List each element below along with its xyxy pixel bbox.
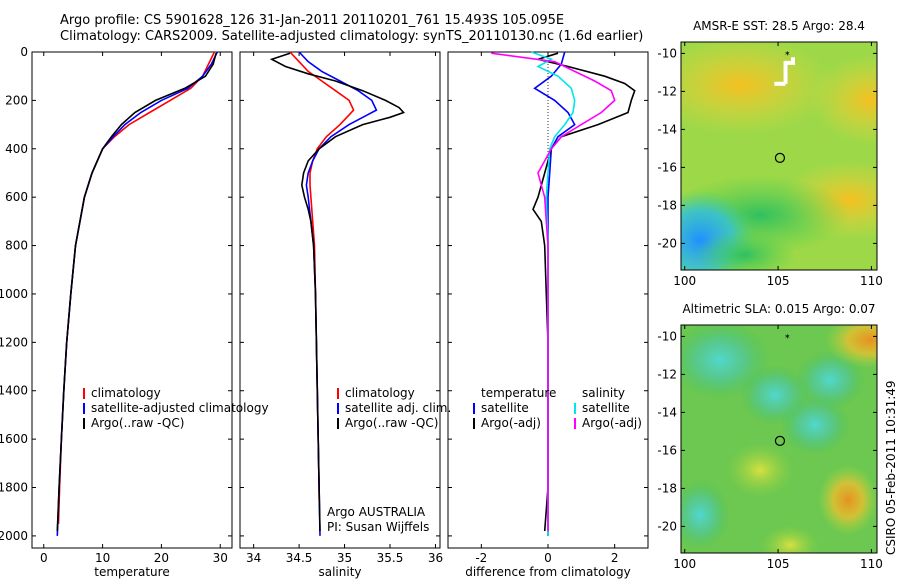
salinity-panel: 34 34.5 35 35.5 36 salinity climatologysatelli… — [239, 51, 451, 579]
y-tick-label: -10 — [657, 46, 677, 60]
series-line — [57, 51, 216, 524]
y-tick-label: 800 — [5, 239, 28, 253]
legend-label: Argo(..raw -QC) — [345, 416, 438, 430]
x-tick-label: 2 — [611, 551, 619, 565]
x-tick-label: 105 — [767, 274, 790, 288]
x-axis-label: temperature — [94, 565, 169, 579]
series-line — [269, 52, 406, 532]
legend-label: climatology — [91, 386, 161, 400]
x-tick-label: 35 — [337, 551, 352, 565]
x-tick-label: 34.5 — [286, 551, 313, 565]
x-tick-label: 105 — [767, 557, 790, 571]
x-tick-label: 100 — [673, 274, 696, 288]
y-tick-label: 1200 — [0, 335, 28, 349]
map-frame — [680, 324, 878, 554]
legend-heading: salinity — [582, 386, 625, 400]
x-tick-label: 20 — [154, 551, 169, 565]
legend-label: Argo(-adj) — [481, 416, 541, 430]
temperature-panel: 0 10 20 30 0 200 400 600 800 1000 1200 1400 1600 1800… — [0, 45, 269, 579]
y-tick-label: 0 — [20, 45, 28, 59]
x-tick-label: 34 — [246, 551, 261, 565]
y-tick-label: -18 — [657, 481, 677, 495]
x-tick-label: 30 — [213, 551, 228, 565]
map-frame — [680, 41, 878, 271]
series-line — [533, 51, 576, 536]
x-tick-label: 0 — [40, 551, 48, 565]
legend-label: satellite — [582, 401, 630, 415]
y-tick-label: 1400 — [0, 384, 28, 398]
series-line — [56, 52, 217, 532]
figure-title-line2: Climatology: CARS2009. Satellite-adjuste… — [60, 29, 644, 44]
series-line — [289, 51, 355, 500]
y-tick-label: -14 — [657, 122, 677, 136]
sst-map-panel: AMSR-E SST: 28.5 Argo: 28.4 100 105 110 -10 -… — [657, 19, 882, 288]
credit-side: CSIRO 05-Feb-2011 10:31:49 — [884, 380, 898, 555]
map-title: Altimetric SLA: 0.015 Argo: 0.07 — [682, 302, 875, 316]
y-tick-label: -14 — [657, 405, 677, 419]
y-tick-label: 1800 — [0, 481, 28, 495]
figure-title-line1: Argo profile: CS 5901628_126 31-Jan-2011… — [60, 13, 565, 28]
series-line — [491, 52, 616, 532]
x-tick-label: 0 — [544, 551, 552, 565]
y-tick-label: 1000 — [0, 287, 28, 301]
x-tick-label: 36 — [428, 551, 443, 565]
profile-location-marker — [774, 152, 786, 163]
y-tick-label: -16 — [657, 443, 677, 457]
legend-label: climatology — [345, 386, 415, 400]
sla-map-field — [681, 325, 877, 553]
x-tick-label: 35.5 — [377, 551, 404, 565]
y-tick-label: -12 — [657, 84, 677, 98]
x-tick-label: 100 — [673, 557, 696, 571]
series-line — [531, 51, 576, 536]
y-tick-label: 2000 — [0, 529, 28, 543]
y-tick-label: 200 — [5, 93, 28, 107]
legend-heading: temperature — [481, 386, 556, 400]
plot-frame — [239, 51, 441, 549]
y-tick-label: -12 — [657, 367, 677, 381]
legend-label: satellite adj. clim. — [345, 401, 451, 415]
y-tick-label: 600 — [5, 190, 28, 204]
x-axis-label: difference from climatology — [465, 565, 631, 579]
credit-line2: PI: Susan Wijffels — [327, 520, 429, 534]
plot-frame — [31, 51, 233, 549]
sst-map-field — [681, 42, 877, 270]
series-line — [56, 51, 219, 536]
x-tick-label: -2 — [475, 551, 487, 565]
y-tick-label: -20 — [657, 519, 677, 533]
x-tick-label: 110 — [860, 557, 883, 571]
y-tick-label: 400 — [5, 142, 28, 156]
legend-label: satellite-adjusted climatology — [91, 401, 269, 415]
credit-line1: Argo AUSTRALIA — [327, 505, 426, 519]
float-track — [783, 57, 795, 84]
x-axis-label: salinity — [318, 565, 361, 579]
x-tick-label: 10 — [95, 551, 110, 565]
profile-location-marker — [774, 435, 786, 446]
legend-label: Argo(-adj) — [582, 416, 642, 430]
track-start-marker: ∗ — [784, 49, 790, 57]
x-tick-label: 110 — [860, 274, 883, 288]
y-tick-label: -10 — [657, 329, 677, 343]
y-tick-label: -16 — [657, 160, 677, 174]
sla-map-panel: Altimetric SLA: 0.015 Argo: 0.07 100 105 11… — [657, 302, 882, 571]
legend-label: Argo(..raw -QC) — [91, 416, 184, 430]
y-tick-label: -20 — [657, 236, 677, 250]
y-tick-label: 1600 — [0, 432, 28, 446]
map-title: AMSR-E SST: 28.5 Argo: 28.4 — [693, 19, 865, 33]
y-tick-label: -18 — [657, 198, 677, 212]
legend-label: satellite — [481, 401, 529, 415]
track-start-marker: ∗ — [784, 332, 790, 340]
